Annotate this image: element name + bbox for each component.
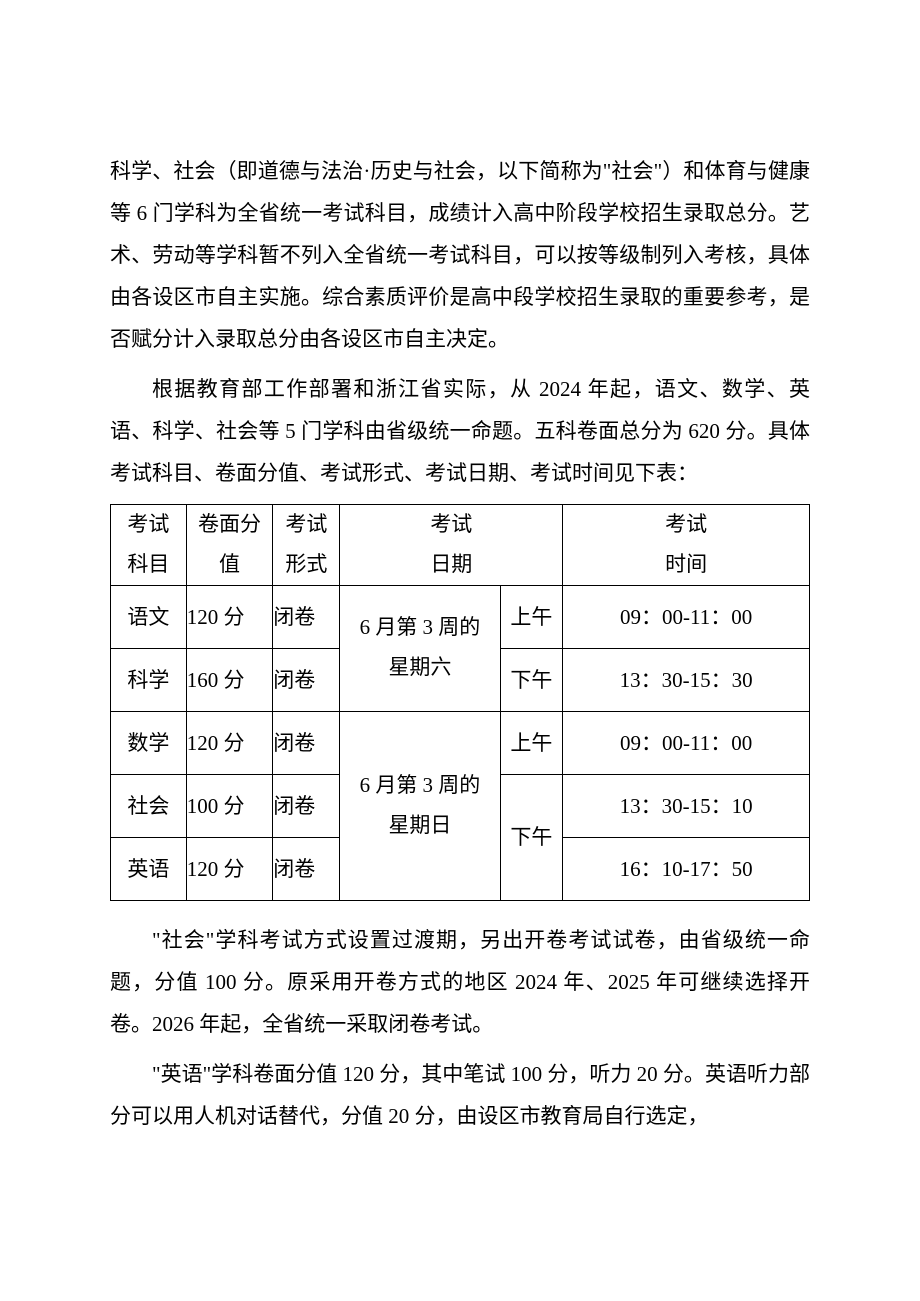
cell-score: 120 分 [186,837,273,900]
header-text: 日期 [430,552,472,576]
cell-subject: 社会 [111,774,187,837]
cell-time: 09：00-11：00 [563,711,810,774]
header-text: 形式 [285,552,327,576]
paragraph-2: 根据教育部工作部署和浙江省实际，从 2024 年起，语文、数学、英语、科学、社会… [110,368,810,494]
cell-subject: 英语 [111,837,187,900]
cell-date-saturday: 6 月第 3 周的 星期六 [340,585,500,711]
table-row: 语文 120 分 闭卷 6 月第 3 周的 星期六 上午 09：00-11：00 [111,585,810,648]
paragraph-3: "社会"学科考试方式设置过渡期，另出开卷考试试卷，由省级统一命题，分值 100 … [110,919,810,1045]
col-header-score: 卷面分 值 [186,505,273,586]
table-row: 数学 120 分 闭卷 6 月第 3 周的 星期日 上午 09：00-11：00 [111,711,810,774]
col-header-time: 考试 时间 [563,505,810,586]
header-text: 考试 [285,512,327,536]
cell-form: 闭卷 [273,648,340,711]
header-text: 时间 [665,552,707,576]
cell-form: 闭卷 [273,585,340,648]
cell-time: 13：30-15：30 [563,648,810,711]
col-header-form: 考试 形式 [273,505,340,586]
cell-subject: 科学 [111,648,187,711]
cell-ampm: 上午 [500,711,563,774]
cell-ampm: 下午 [500,648,563,711]
table-header-row: 考试 科目 卷面分 值 考试 形式 考试 日期 考试 时间 [111,505,810,586]
cell-score: 120 分 [186,585,273,648]
date-text: 星期日 [388,813,451,837]
cell-ampm: 下午 [500,774,563,900]
col-header-date: 考试 日期 [340,505,563,586]
cell-score: 100 分 [186,774,273,837]
paragraph-4: "英语"学科卷面分值 120 分，其中笔试 100 分，听力 20 分。英语听力… [110,1053,810,1137]
date-text: 6 月第 3 周的 [360,615,481,639]
header-text: 值 [219,552,240,576]
header-text: 考试 [127,512,169,536]
cell-subject: 数学 [111,711,187,774]
cell-form: 闭卷 [273,774,340,837]
cell-score: 160 分 [186,648,273,711]
document-page: 科学、社会（即道德与法治·历史与社会，以下简称为"社会"）和体育与健康等 6 门… [0,0,920,1301]
header-text: 考试 [430,512,472,536]
cell-score: 120 分 [186,711,273,774]
cell-time: 16：10-17：50 [563,837,810,900]
cell-time: 13：30-15：10 [563,774,810,837]
cell-time: 09：00-11：00 [563,585,810,648]
cell-form: 闭卷 [273,837,340,900]
cell-subject: 语文 [111,585,187,648]
header-text: 考试 [665,512,707,536]
col-header-subject: 考试 科目 [111,505,187,586]
paragraph-1: 科学、社会（即道德与法治·历史与社会，以下简称为"社会"）和体育与健康等 6 门… [110,150,810,360]
cell-ampm: 上午 [500,585,563,648]
cell-date-sunday: 6 月第 3 周的 星期日 [340,711,500,900]
date-text: 星期六 [388,655,451,679]
date-text: 6 月第 3 周的 [360,773,481,797]
header-text: 科目 [127,552,169,576]
header-text: 卷面分 [198,512,261,536]
cell-form: 闭卷 [273,711,340,774]
exam-schedule-table: 考试 科目 卷面分 值 考试 形式 考试 日期 考试 时间 语文 120 分 [110,504,810,901]
